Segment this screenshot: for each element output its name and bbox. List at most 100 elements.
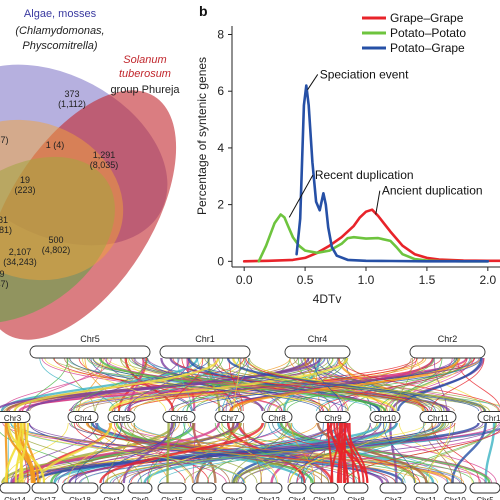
chromosome-bar-chr12 <box>255 482 283 494</box>
panel-b-label: b <box>199 3 208 19</box>
chromosome-bar-chr12 <box>477 411 500 423</box>
chromosome-label: Chr1 <box>195 334 215 344</box>
chromosome-label: Chr4 <box>74 414 92 423</box>
x-tick-label: 1.0 <box>358 273 375 287</box>
chromosome-label: Chr5 <box>80 334 100 344</box>
chromosome-bar-chr1 <box>159 345 251 359</box>
venn-count-8: 9 <box>0 269 5 279</box>
chromosome-label: Chr6 <box>195 496 213 500</box>
series-line-1 <box>257 213 490 263</box>
chromosome-bar-chr5 <box>469 482 500 494</box>
chromosome-label: Chr5 <box>113 414 131 423</box>
legend-label-0: Grape–Grape <box>390 11 464 25</box>
y-tick-label: 0 <box>217 254 224 268</box>
venn-label-algae-line2: (Chlamydomonas, <box>15 25 104 37</box>
chromosome-bar-chr10 <box>369 411 401 423</box>
chromosome-bar-chr2 <box>409 345 486 359</box>
venn-count-4: 500 <box>48 235 63 245</box>
chromosome-label: Chr10 <box>444 496 466 500</box>
annotation-arrow-0 <box>307 74 319 91</box>
annotation-arrow-1 <box>288 174 314 218</box>
venn-count-sub-2: (8,035) <box>90 160 119 170</box>
legend-label-2: Potato–Grape <box>390 41 465 55</box>
venn-label-solanum-line1: Solanum <box>123 54 166 66</box>
venn-count-2: 1,291 <box>93 150 116 160</box>
chromosome-bar-chr6 <box>162 411 196 423</box>
chromosome-bar-chr18 <box>61 482 99 494</box>
chromosome-label: Chr1 <box>103 496 121 500</box>
venn-count-sub-5: (34,243) <box>3 257 37 267</box>
chromosome-bar-chr8 <box>261 411 293 423</box>
chart-ylabel: Percentage of syntenic genes <box>195 57 209 215</box>
chromosome-label: Chr15 <box>161 496 183 500</box>
y-tick-label: 6 <box>217 84 224 98</box>
chromosome-bar-chr15 <box>157 482 187 494</box>
chromosome-bar-chr17 <box>31 482 59 494</box>
venn-diagram: Algae, mosses (Chlamydomonas, Physcomitr… <box>0 8 180 340</box>
chromosome-label: Chr8 <box>347 496 365 500</box>
chromosome-label: Chr9 <box>131 496 149 500</box>
chromosome-bar-chr10 <box>443 482 467 494</box>
annotation-label-1: Recent duplication <box>315 168 414 182</box>
chromosome-label: Chr14 <box>4 496 26 500</box>
x-tick-label: 0.5 <box>297 273 314 287</box>
chart-annotations: Speciation event Recent duplication Ancien… <box>288 67 483 218</box>
x-tick-label: 2.0 <box>479 273 496 287</box>
venn-count-sub-4: (4,802) <box>42 245 71 255</box>
chromosome-label: Chr5 <box>476 496 494 500</box>
chromosome-bar-chr4 <box>287 482 307 494</box>
venn-label-solanum-line3: group Phureja <box>110 84 180 96</box>
series-line-2 <box>295 84 490 263</box>
x-tick-label: 1.5 <box>419 273 436 287</box>
chromosome-bar-chr4 <box>284 345 351 359</box>
chromosome-bar-chr5 <box>107 411 136 423</box>
chromosome-label: Chr12 <box>258 496 280 500</box>
chromosome-bar-chr11 <box>413 482 439 494</box>
chromosome-label: Chr19 <box>313 496 335 500</box>
series-line-0 <box>242 208 500 263</box>
chromosome-bar-chr9 <box>127 482 153 494</box>
venn-count-sub-3: (223) <box>14 185 35 195</box>
chart-axes: 0.0 0.5 1.0 1.5 2.0 0 2 4 6 8 <box>217 26 500 287</box>
chromosome-bar-chr6 <box>191 482 217 494</box>
venn-count-7: 37) <box>0 135 9 145</box>
chromosome-bar-chr14 <box>0 482 31 494</box>
annotation-label-0: Speciation event <box>320 67 409 81</box>
chromosome-bar-chr7 <box>214 411 245 423</box>
venn-count-sub-6: 681) <box>0 225 12 235</box>
chromosome-bar-chr7 <box>379 482 407 494</box>
chart-series <box>242 84 500 263</box>
chromosome-bar-chr2 <box>221 482 247 494</box>
chromosome-label: Chr7 <box>221 414 239 423</box>
chromosome-bar-chr5 <box>29 345 151 359</box>
venn-ellipse-orange <box>0 119 124 281</box>
venn-counts: 373(1,112) 1 (4) 1,291(8,035) 19(223) 500(4,… <box>0 89 118 289</box>
chromosome-label: Chr11 <box>415 496 437 500</box>
chromosome-label: Chr3 <box>4 414 22 423</box>
chromosome-label: Chr12 <box>483 414 500 423</box>
chromosome-label: Chr8 <box>268 414 286 423</box>
chromosome-label: Chr10 <box>374 414 396 423</box>
syntenic-genes-chart: 0.0 0.5 1.0 1.5 2.0 0 2 4 6 8 Speciation event Rec… <box>195 11 500 306</box>
chromosome-bar-chr4 <box>67 411 99 423</box>
chromosome-label: Chr2 <box>225 496 243 500</box>
venn-count-1: 1 (4) <box>46 140 65 150</box>
venn-count-0: 373 <box>64 89 79 99</box>
synteny-map: Chr5 Chr1 Chr4 Chr2 Chr3 Chr4 Chr5 Chr6 Chr7 Chr8… <box>0 334 500 500</box>
chromosome-bar-chr19 <box>309 482 339 494</box>
chart-xlabel: 4DTv <box>313 292 342 306</box>
venn-count-3: 19 <box>20 175 30 185</box>
venn-count-sub-0: (1,112) <box>58 99 86 109</box>
venn-label-solanum-line2: tuberosum <box>119 68 171 80</box>
chromosome-label: Chr4 <box>308 334 328 344</box>
chromosome-bar-chr3 <box>0 411 31 423</box>
x-tick-label: 0.0 <box>236 273 253 287</box>
chromosome-bar-chr9 <box>315 411 351 423</box>
legend-label-1: Potato–Potato <box>390 26 466 40</box>
synteny-chromosomes: Chr5 Chr1 Chr4 Chr2 Chr3 Chr4 Chr5 Chr6 Chr7 Chr8… <box>0 334 500 500</box>
venn-count-5: 2,107 <box>9 247 32 257</box>
annotation-label-2: Ancient duplication <box>382 184 483 198</box>
chromosome-label: Chr4 <box>288 496 306 500</box>
